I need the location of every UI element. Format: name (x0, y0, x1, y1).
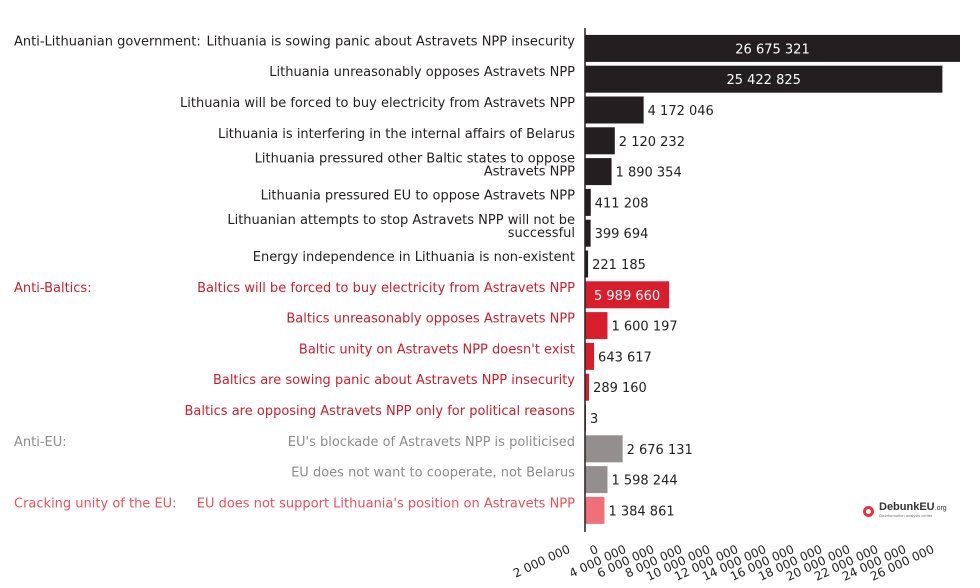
bar (585, 342, 595, 370)
value-label: 26 675 321 (735, 42, 809, 57)
tick-label: 2 000 000 (511, 542, 572, 581)
value-label: 289 160 (593, 381, 647, 396)
logo-brand-suffix: .org (934, 505, 947, 512)
value-label: 3 (590, 412, 598, 427)
value-label: 643 617 (598, 350, 652, 365)
group-label: Anti-Lithuanian government: (14, 34, 201, 49)
debunkeu-logo: DebunkEU.org Disinformation analysis cen… (862, 502, 947, 518)
debunk-logo-icon (862, 503, 875, 518)
value-label: 399 694 (595, 227, 649, 242)
category-label: Lithuania is sowing panic about Astravet… (206, 34, 575, 49)
value-label: 2 120 232 (619, 135, 685, 150)
bar (585, 127, 615, 155)
bar (585, 435, 623, 463)
bar (585, 281, 670, 309)
logo-tagline: Disinformation analysis center (879, 513, 933, 518)
category-label: Lithuania unreasonably opposes Astravets… (269, 65, 575, 80)
bar (585, 96, 644, 124)
value-label: 1 890 354 (616, 166, 682, 181)
group-label: Anti-Baltics: (14, 281, 92, 296)
bar (585, 34, 960, 62)
bar (585, 158, 612, 186)
group-label: Anti-EU: (14, 435, 67, 450)
value-label: 25 422 825 (726, 73, 800, 88)
category-label: Baltics unreasonably opposes Astravets N… (286, 312, 575, 327)
category-label: Baltics are opposing Astravets NPP only … (184, 404, 575, 419)
category-label: Baltics are sowing panic about Astravets… (213, 373, 575, 388)
value-label: 2 676 131 (627, 443, 693, 458)
value-label: 1 384 861 (608, 504, 674, 519)
logo-brand: DebunkEU (879, 501, 935, 513)
category-label: Lithuania pressured other Baltic states … (255, 152, 576, 180)
category-label: Baltics will be forced to buy electricit… (197, 281, 575, 296)
group-label: Cracking unity of the EU: (14, 496, 177, 511)
value-label: 5 989 660 (594, 289, 660, 304)
bar (585, 250, 589, 278)
category-label: Baltic unity on Astravets NPP doesn't ex… (299, 342, 575, 357)
bar (585, 65, 943, 93)
category-label: EU's blockade of Astravets NPP is politi… (288, 435, 575, 450)
value-label: 1 598 244 (611, 474, 677, 489)
bar (585, 496, 605, 524)
value-label: 1 600 197 (611, 320, 677, 335)
category-label: Lithuania pressured EU to oppose Astrave… (261, 188, 576, 203)
category-label: Lithuania will be forced to buy electric… (180, 96, 575, 111)
category-label: EU does not want to cooperate, not Belar… (291, 466, 575, 481)
category-label: Energy independence in Lithuania is non-… (253, 250, 575, 265)
category-label: Lithuania is interfering in the internal… (218, 127, 575, 142)
bar (585, 219, 591, 247)
bar (585, 466, 608, 494)
category-label: Lithuanian attempts to stop Astravets NP… (227, 213, 575, 241)
category-label: EU does not support Lithuania's position… (197, 496, 575, 511)
bar (585, 188, 591, 216)
bar (585, 312, 608, 340)
value-label: 221 185 (592, 258, 646, 273)
bar (585, 373, 590, 401)
value-label: 4 172 046 (648, 104, 714, 119)
value-label: 411 208 (595, 196, 649, 211)
